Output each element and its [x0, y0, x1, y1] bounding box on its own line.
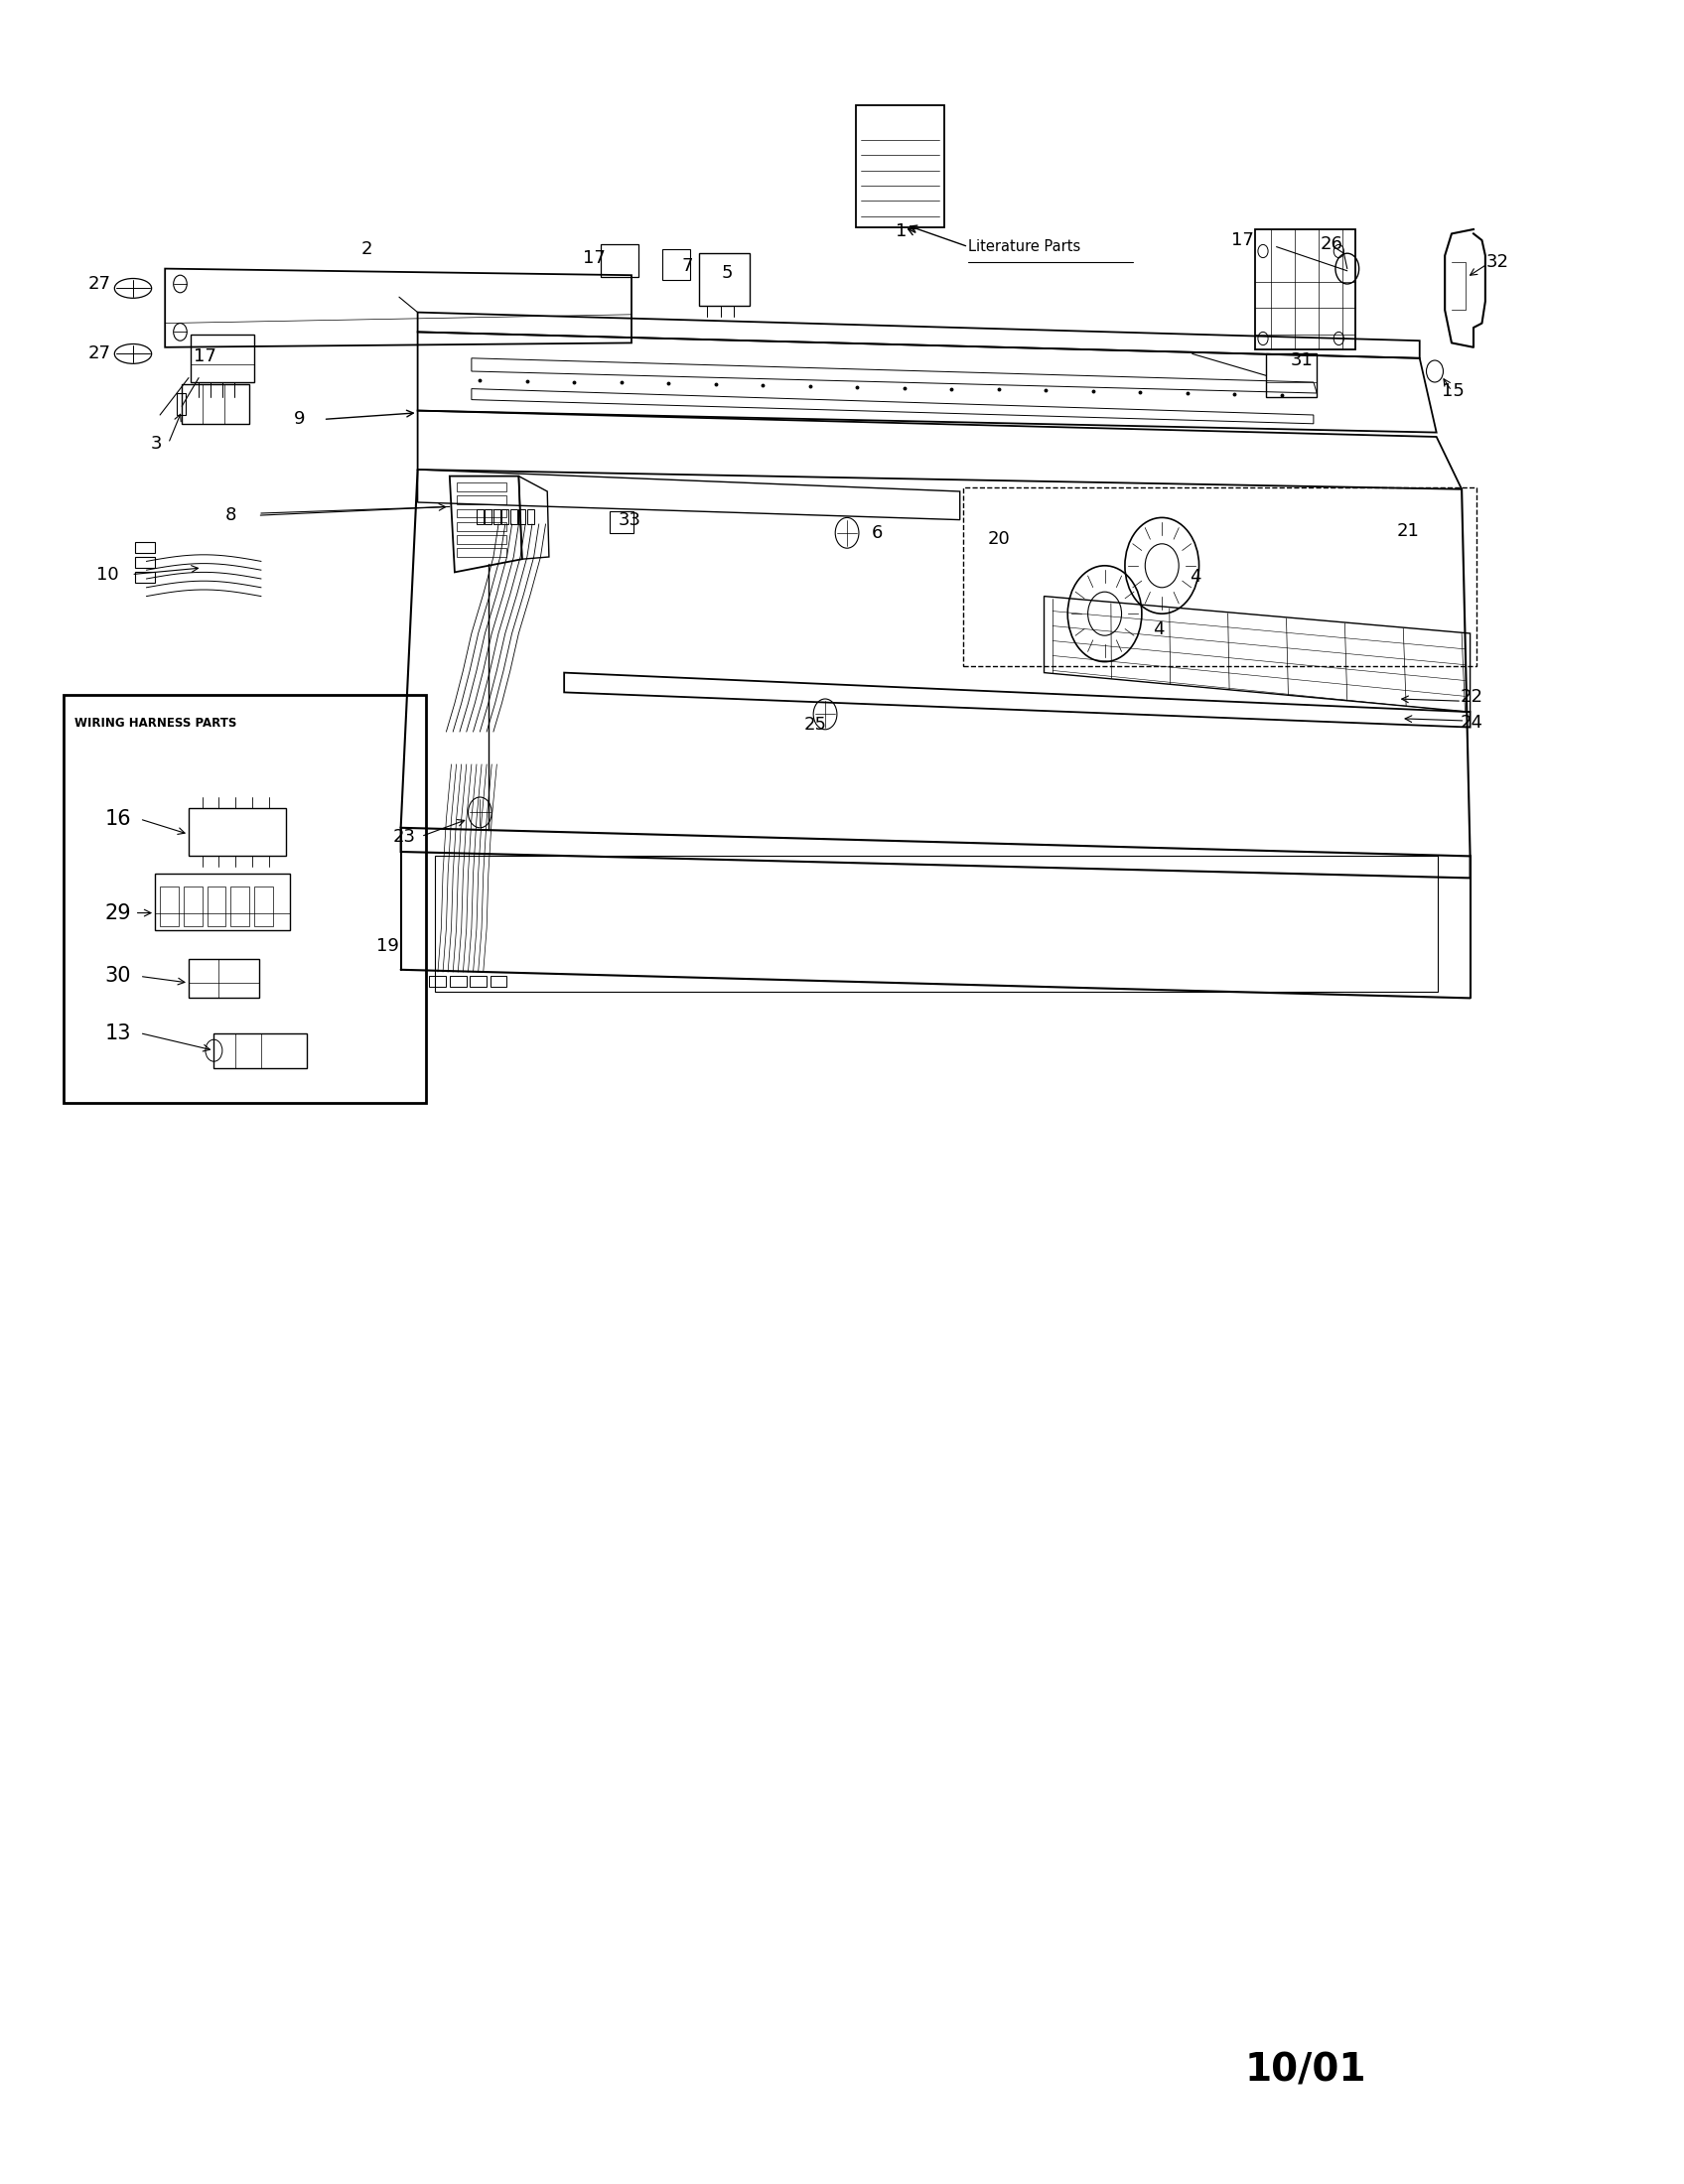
Bar — [450, 976, 466, 987]
Text: 4: 4 — [1154, 620, 1164, 638]
Bar — [182, 384, 249, 424]
Bar — [699, 253, 749, 306]
Bar — [485, 509, 492, 524]
Text: 32: 32 — [1485, 253, 1509, 271]
Bar — [477, 509, 483, 524]
Text: 29: 29 — [104, 902, 131, 924]
Bar — [470, 976, 487, 987]
Text: 1: 1 — [896, 223, 906, 240]
Bar — [429, 976, 446, 987]
Bar — [254, 887, 273, 926]
Text: 30: 30 — [104, 965, 131, 987]
Text: 2: 2 — [362, 240, 372, 258]
Text: 13: 13 — [104, 1022, 131, 1044]
Text: 21: 21 — [1396, 522, 1420, 539]
Bar — [155, 874, 290, 930]
Bar — [434, 856, 1438, 992]
Text: 33: 33 — [618, 511, 642, 529]
Bar — [135, 557, 155, 568]
Text: 19: 19 — [376, 937, 399, 954]
Bar — [214, 1033, 306, 1068]
Text: 17: 17 — [583, 249, 606, 266]
Text: 27: 27 — [88, 275, 111, 293]
Bar — [207, 887, 226, 926]
Text: 26: 26 — [1320, 236, 1344, 253]
Text: 10: 10 — [96, 566, 120, 583]
Bar — [963, 487, 1477, 666]
Text: 3: 3 — [152, 435, 162, 452]
Bar — [456, 483, 507, 491]
Bar — [1266, 354, 1317, 397]
Text: 7: 7 — [682, 258, 692, 275]
Text: Literature Parts: Literature Parts — [968, 240, 1081, 253]
Bar — [456, 522, 507, 531]
Text: 23: 23 — [392, 828, 416, 845]
Text: 20: 20 — [987, 531, 1010, 548]
Bar — [135, 572, 155, 583]
Bar — [135, 542, 155, 553]
Bar — [456, 496, 507, 505]
Text: 9: 9 — [295, 411, 305, 428]
Text: 5: 5 — [722, 264, 733, 282]
Text: 27: 27 — [88, 345, 111, 363]
Bar — [456, 535, 507, 544]
Bar — [601, 245, 638, 277]
Bar — [64, 695, 426, 1103]
Text: 6: 6 — [872, 524, 882, 542]
Text: 22: 22 — [1460, 688, 1484, 705]
Text: 17: 17 — [1231, 232, 1255, 249]
Text: 8: 8 — [226, 507, 236, 524]
Text: 31: 31 — [1290, 352, 1314, 369]
Text: 4: 4 — [1191, 568, 1201, 585]
Bar — [177, 393, 185, 415]
Text: 25: 25 — [803, 716, 827, 734]
Text: WIRING HARNESS PARTS: WIRING HARNESS PARTS — [74, 716, 236, 729]
Text: 24: 24 — [1460, 714, 1484, 732]
Bar — [456, 509, 507, 518]
Bar — [510, 509, 517, 524]
Text: 17: 17 — [194, 347, 217, 365]
Bar — [456, 548, 507, 557]
Bar — [519, 509, 525, 524]
Bar — [493, 509, 500, 524]
Bar — [231, 887, 249, 926]
Text: 10/01: 10/01 — [1244, 2051, 1366, 2090]
Text: 15: 15 — [1442, 382, 1465, 400]
Bar — [189, 808, 286, 856]
Bar — [160, 887, 179, 926]
Bar — [1255, 229, 1356, 349]
Bar — [190, 334, 254, 382]
Bar — [662, 249, 690, 280]
Bar — [184, 887, 202, 926]
Bar — [490, 976, 507, 987]
Bar — [855, 105, 945, 227]
Text: 16: 16 — [104, 808, 131, 830]
Bar — [502, 509, 509, 524]
Bar — [610, 511, 633, 533]
Bar — [189, 959, 259, 998]
Bar — [527, 509, 534, 524]
